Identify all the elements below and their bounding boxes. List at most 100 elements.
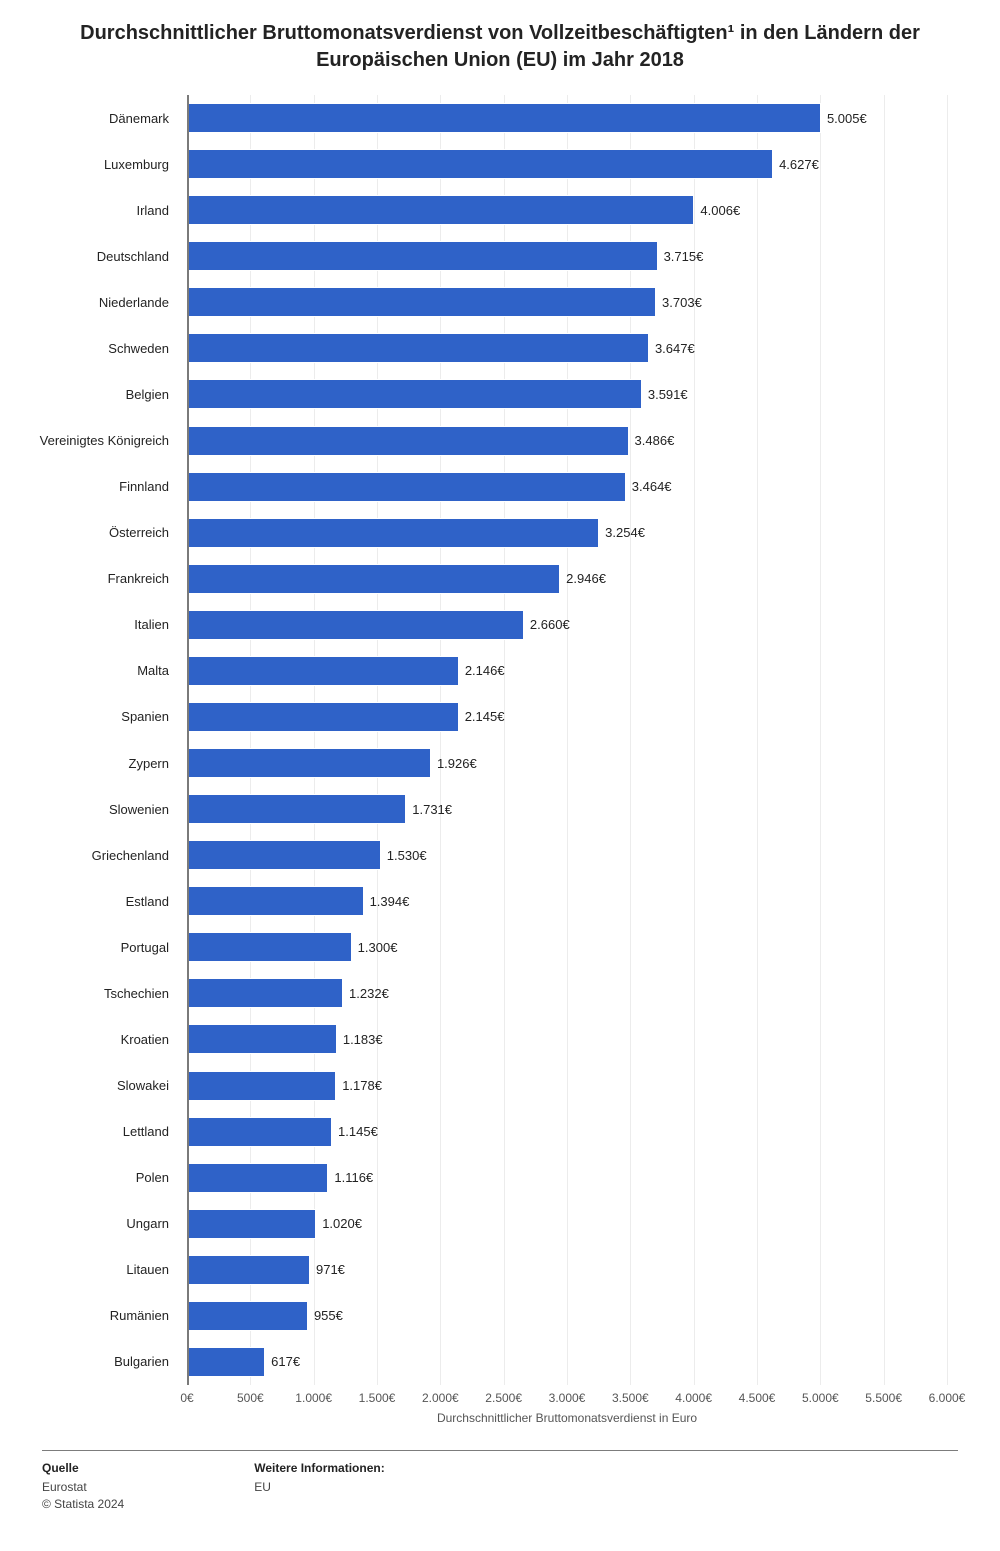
bar — [187, 748, 431, 778]
x-tick-label: 3.000€ — [549, 1391, 586, 1405]
source-line: Eurostat — [42, 1479, 124, 1496]
bar — [187, 1347, 265, 1377]
bar-row: Slowakei1.178€ — [187, 1063, 947, 1109]
value-label: 3.647€ — [649, 325, 695, 371]
bar — [187, 1163, 328, 1193]
bar — [187, 195, 694, 225]
value-label: 1.394€ — [364, 878, 410, 924]
value-label: 1.300€ — [352, 924, 398, 970]
value-label: 4.627€ — [773, 141, 819, 187]
bar-row: Bulgarien617€ — [187, 1339, 947, 1385]
category-label: Finnland — [32, 464, 177, 510]
bar-row: Kroatien1.183€ — [187, 1016, 947, 1062]
chart-footer: Quelle Eurostat © Statista 2024 Weitere … — [42, 1450, 958, 1513]
x-tick-label: 2.000€ — [422, 1391, 459, 1405]
category-label: Slowenien — [32, 786, 177, 832]
value-label: 617€ — [265, 1339, 300, 1385]
category-label: Portugal — [32, 924, 177, 970]
category-label: Niederlande — [32, 279, 177, 325]
bar-row: Spanien2.145€ — [187, 694, 947, 740]
plot-region: Dänemark5.005€Luxemburg4.627€Irland4.006… — [187, 95, 947, 1385]
chart-area: Dänemark5.005€Luxemburg4.627€Irland4.006… — [42, 95, 962, 1425]
category-label: Griechenland — [32, 832, 177, 878]
value-label: 3.464€ — [626, 464, 672, 510]
y-axis-line — [187, 95, 189, 1385]
value-label: 2.146€ — [459, 648, 505, 694]
x-tick-label: 2.500€ — [485, 1391, 522, 1405]
value-label: 3.486€ — [629, 418, 675, 464]
bar-row: Niederlande3.703€ — [187, 279, 947, 325]
bar — [187, 840, 381, 870]
bar — [187, 241, 658, 271]
bar-row: Schweden3.647€ — [187, 325, 947, 371]
source-heading: Quelle — [42, 1461, 124, 1475]
x-tick-label: 5.500€ — [865, 1391, 902, 1405]
value-label: 1.145€ — [332, 1109, 378, 1155]
bar — [187, 564, 560, 594]
bar — [187, 287, 656, 317]
category-label: Lettland — [32, 1109, 177, 1155]
info-line: EU — [254, 1479, 384, 1496]
bar — [187, 1117, 332, 1147]
bar — [187, 702, 459, 732]
category-label: Belgien — [32, 371, 177, 417]
x-tick-label: 500€ — [237, 1391, 264, 1405]
bar — [187, 333, 649, 363]
category-label: Malta — [32, 648, 177, 694]
bar-row: Estland1.394€ — [187, 878, 947, 924]
bar-row: Belgien3.591€ — [187, 371, 947, 417]
bar — [187, 472, 626, 502]
value-label: 2.660€ — [524, 602, 570, 648]
bar — [187, 610, 524, 640]
bar — [187, 1255, 310, 1285]
value-label: 1.232€ — [343, 970, 389, 1016]
x-tick-label: 1.000€ — [295, 1391, 332, 1405]
category-label: Estland — [32, 878, 177, 924]
bar-row: Rumänien955€ — [187, 1293, 947, 1339]
category-label: Zypern — [32, 740, 177, 786]
grid-line — [947, 95, 948, 1385]
footer-source-col: Quelle Eurostat © Statista 2024 — [42, 1461, 124, 1513]
bar — [187, 103, 821, 133]
bar-row: Lettland1.145€ — [187, 1109, 947, 1155]
bar — [187, 1209, 316, 1239]
value-label: 1.926€ — [431, 740, 477, 786]
x-tick-label: 1.500€ — [359, 1391, 396, 1405]
bar-row: Dänemark5.005€ — [187, 95, 947, 141]
bar — [187, 656, 459, 686]
bar-row: Vereinigtes Königreich3.486€ — [187, 418, 947, 464]
bar-row: Italien2.660€ — [187, 602, 947, 648]
value-label: 3.591€ — [642, 371, 688, 417]
bar-row: Litauen971€ — [187, 1247, 947, 1293]
value-label: 2.145€ — [459, 694, 505, 740]
bar-row: Luxemburg4.627€ — [187, 141, 947, 187]
bar-row: Slowenien1.731€ — [187, 786, 947, 832]
category-label: Polen — [32, 1155, 177, 1201]
info-heading: Weitere Informationen: — [254, 1461, 384, 1475]
value-label: 3.254€ — [599, 510, 645, 556]
bar — [187, 1071, 336, 1101]
bar-row: Ungarn1.020€ — [187, 1201, 947, 1247]
value-label: 2.946€ — [560, 556, 606, 602]
value-label: 1.530€ — [381, 832, 427, 878]
bar — [187, 932, 352, 962]
category-label: Deutschland — [32, 233, 177, 279]
x-tick-label: 4.000€ — [675, 1391, 712, 1405]
value-label: 955€ — [308, 1293, 343, 1339]
category-label: Irland — [32, 187, 177, 233]
category-label: Rumänien — [32, 1293, 177, 1339]
value-label: 1.731€ — [406, 786, 452, 832]
value-label: 1.116€ — [328, 1155, 373, 1201]
value-label: 3.715€ — [658, 233, 704, 279]
bar — [187, 978, 343, 1008]
value-label: 971€ — [310, 1247, 345, 1293]
bar-row: Frankreich2.946€ — [187, 556, 947, 602]
x-tick-label: 4.500€ — [739, 1391, 776, 1405]
category-label: Bulgarien — [32, 1339, 177, 1385]
x-tick-label: 5.000€ — [802, 1391, 839, 1405]
bar — [187, 518, 599, 548]
bar-row: Irland4.006€ — [187, 187, 947, 233]
bar — [187, 379, 642, 409]
bar-row: Tschechien1.232€ — [187, 970, 947, 1016]
bar-row: Malta2.146€ — [187, 648, 947, 694]
